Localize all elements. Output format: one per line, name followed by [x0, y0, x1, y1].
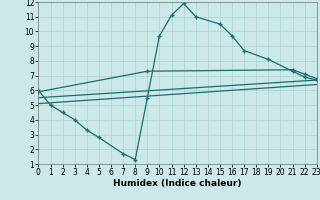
- X-axis label: Humidex (Indice chaleur): Humidex (Indice chaleur): [113, 179, 242, 188]
